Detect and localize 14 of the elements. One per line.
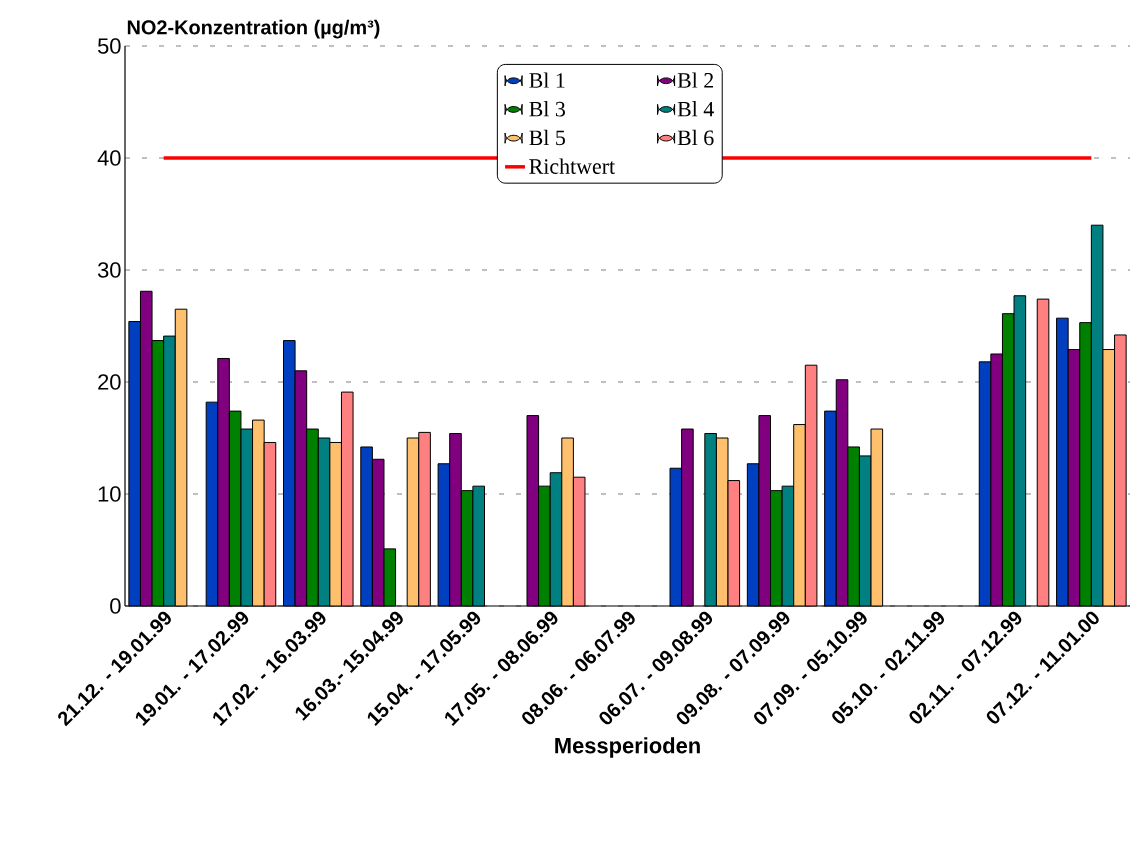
legend-label: Bl 1 <box>529 72 565 88</box>
legend-label: Bl 4 <box>677 101 714 117</box>
y-tick-label: 50 <box>97 38 121 54</box>
y-tick-label: 10 <box>98 486 121 502</box>
ref-line-label: Richtwert <box>529 158 615 174</box>
y-axis-title: NO2-Konzentration (µg/m³) <box>127 19 380 39</box>
legend-label: Bl 6 <box>677 129 714 146</box>
y-tick-label: 20 <box>98 374 121 390</box>
y-tick-label: 30 <box>97 262 121 278</box>
legend-label: Bl 3 <box>529 101 565 117</box>
x-axis-title: Messperioden <box>555 737 700 758</box>
y-tick-label: 40 <box>97 150 121 166</box>
legend-label: Bl 2 <box>677 72 714 88</box>
legend-label: Bl 5 <box>529 129 565 146</box>
